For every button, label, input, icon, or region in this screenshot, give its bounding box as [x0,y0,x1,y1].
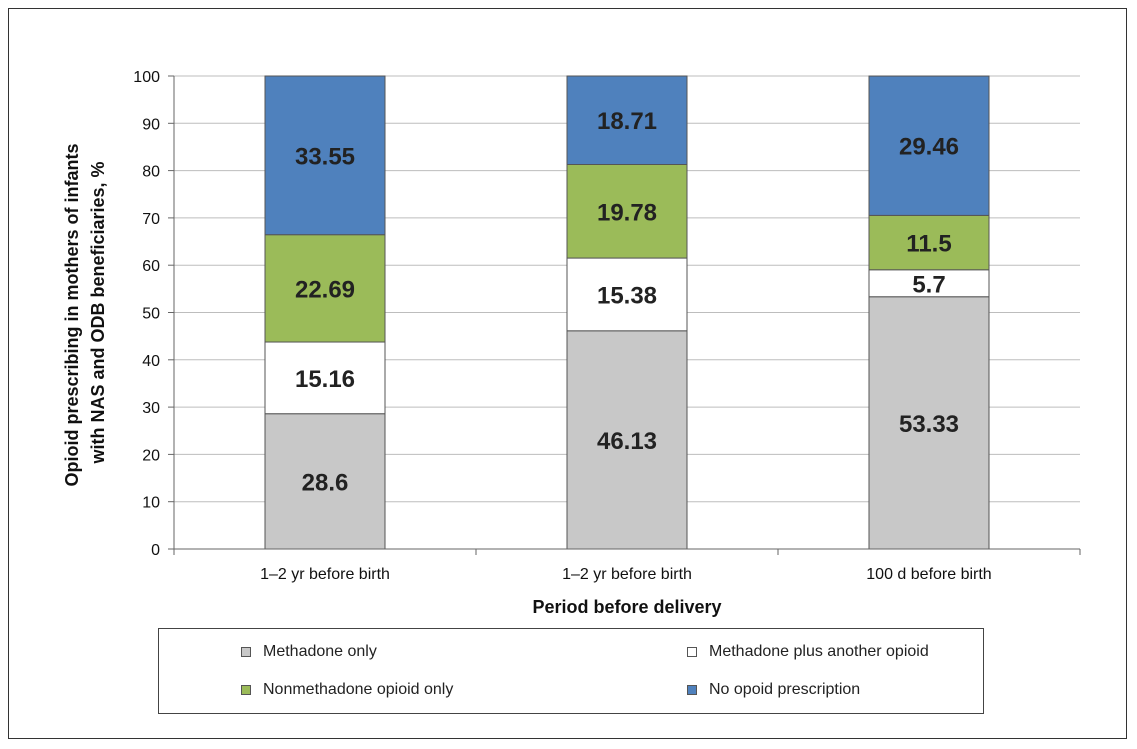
data-label: 18.71 [597,108,657,135]
bar-segment [566,75,688,165]
bar-segment [868,269,990,298]
bar-segment [868,214,990,271]
bar-segment [566,257,688,332]
data-label: 28.6 [302,469,349,496]
x-axis-title: Period before delivery [532,597,721,617]
bar-segment [264,75,386,236]
data-label: 5.7 [912,271,945,298]
y-axis-title-line1: Opioid prescribing in mothers of infants [62,143,82,486]
bar-segment [264,234,386,343]
y-tick-label: 80 [142,164,160,181]
legend-swatch-methadone-plus [687,647,697,657]
data-label: 53.33 [899,411,959,438]
bar-segment [566,330,688,550]
legend-swatch-methadone-only [241,647,251,657]
data-label: 19.78 [597,199,657,226]
legend-swatch-nonmethadone [241,685,251,695]
y-tick-label: 0 [151,542,160,559]
x-tick-label: 1–2 yr before birth [562,566,692,583]
y-tick-label: 70 [142,211,160,228]
data-label: 11.5 [906,231,951,258]
x-tick-labels: 1–2 yr before birth 1–2 yr before birth 10… [173,549,1081,583]
y-tick-label: 100 [133,69,160,86]
bar-segment [868,75,990,216]
data-label: 15.16 [295,366,355,393]
data-label: 33.55 [295,143,355,170]
y-tick-label: 10 [142,495,160,512]
legend-label-nonmethadone: Nonmethadone opioid only [263,681,454,698]
y-axis-title: Opioid prescribing in mothers of infants… [62,138,108,486]
data-label: 46.13 [597,428,657,455]
x-tick-label: 100 d before birth [866,566,991,583]
legend-swatch-no-opioid [687,685,697,695]
legend-label-methadone-only: Methadone only [263,643,377,660]
y-tick-label: 90 [142,116,160,133]
data-label: 22.69 [295,276,355,303]
legend: Methadone only Methadone plus another op… [158,628,984,714]
y-tick-label: 40 [142,353,160,370]
bar-segment [868,296,990,550]
legend-label-no-opioid: No opoid prescription [709,681,861,698]
legend-item-methadone-only: Methadone only [241,643,377,661]
y-tick-label: 50 [142,306,160,323]
y-axis-title-line2: with NAS and ODB beneficiaries, % [88,161,108,464]
legend-item-no-opioid: No opoid prescription [687,681,860,699]
y-tick-label: 60 [142,258,160,275]
legend-item-methadone-plus: Methadone plus another opioid [687,643,929,661]
data-label: 15.38 [597,282,657,309]
bars: 28.6 15.16 22.69 33.55 46.13 15.38 19.78 18.71 5… [264,75,990,550]
data-label: 29.46 [899,134,959,161]
y-tick-label: 20 [142,447,160,464]
bar-segment [264,341,386,415]
y-tick-label: 30 [142,400,160,417]
x-tick-label: 1–2 yr before birth [260,566,390,583]
legend-label-methadone-plus: Methadone plus another opioid [709,643,929,660]
legend-item-nonmethadone: Nonmethadone opioid only [241,681,453,699]
bar-segment [566,163,688,259]
bar-segment [264,413,386,550]
y-tick-labels: 0 10 20 30 40 50 60 70 80 90 100 [133,69,174,559]
